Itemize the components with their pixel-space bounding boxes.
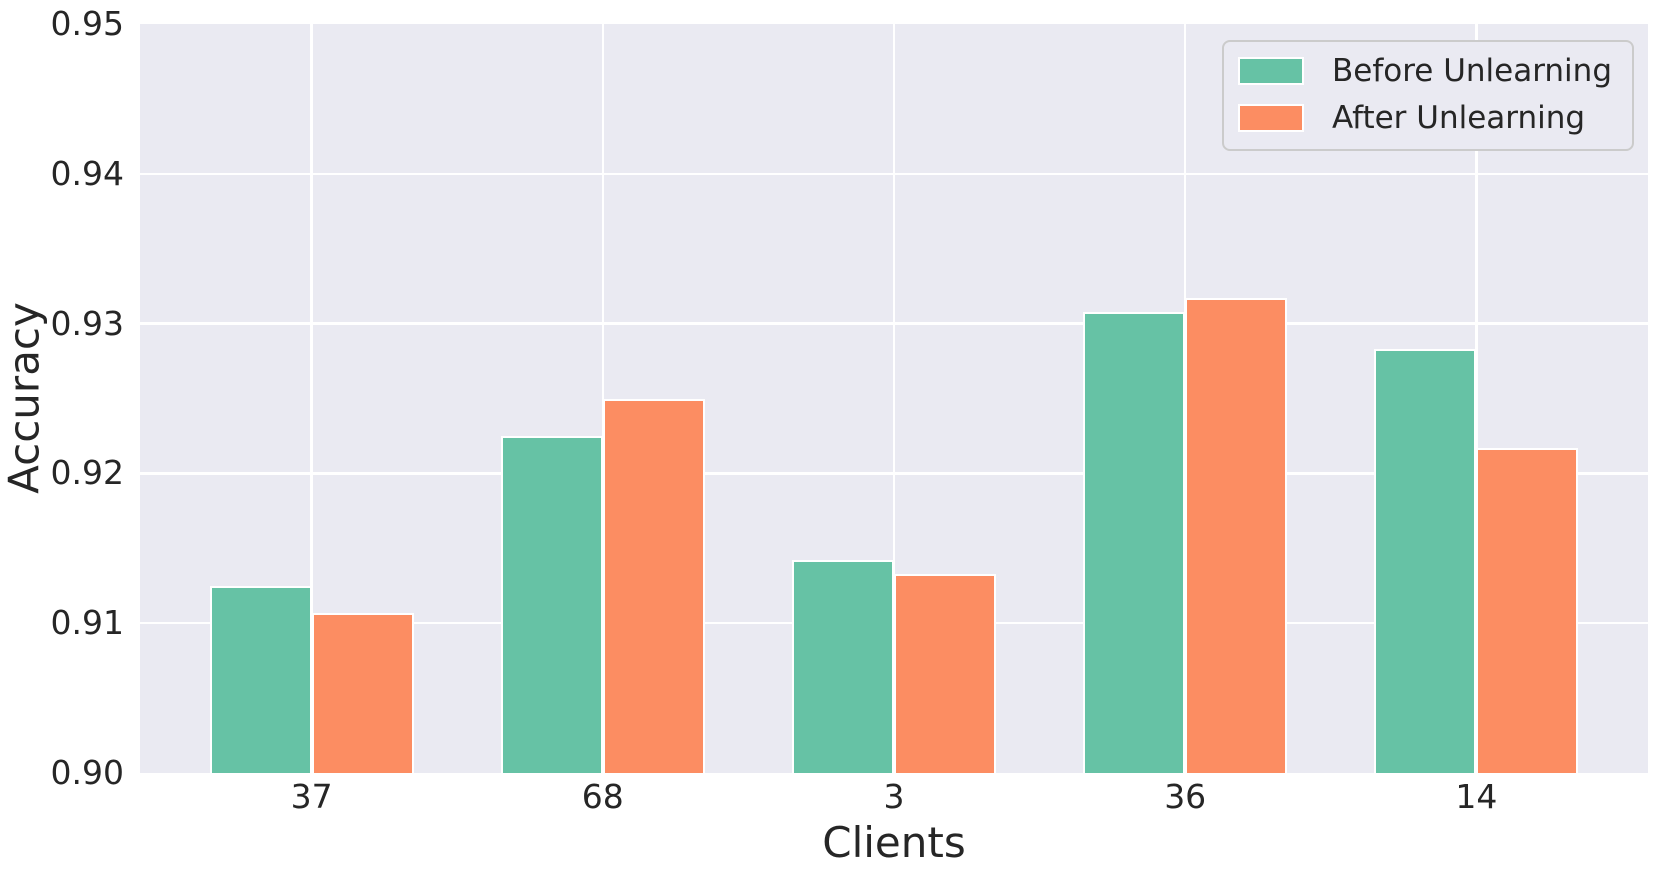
bar-37-after-unlearning (311, 612, 414, 773)
x-axis-label: Clients (822, 818, 966, 867)
y-tick-0.90: 0.90 (50, 753, 124, 792)
bar-68-after-unlearning (602, 398, 705, 773)
legend-label-before-unlearning: Before Unlearning (1331, 53, 1612, 89)
y-tick-0.94: 0.94 (50, 153, 124, 193)
x-tick-68: 68 (581, 777, 624, 816)
bar-36-after-unlearning (1185, 298, 1288, 773)
x-axis-ticks: 37 68 3 36 14 (140, 779, 1648, 821)
legend-item-after-unlearning: After Unlearning (1237, 100, 1612, 136)
y-tick-0.95: 0.95 (50, 4, 124, 43)
x-tick-36: 36 (1164, 777, 1207, 816)
y-tick-0.93: 0.93 (50, 303, 124, 343)
legend-swatch-before-unlearning (1237, 57, 1304, 85)
legend-label-after-unlearning: After Unlearning (1331, 100, 1586, 136)
legend-swatch-after-unlearning (1237, 104, 1304, 132)
legend: Before Unlearning After Unlearning (1221, 40, 1634, 151)
legend-item-before-unlearning: Before Unlearning (1237, 53, 1612, 89)
bar-14-before-unlearning (1374, 349, 1477, 773)
bar-37-before-unlearning (209, 585, 312, 773)
y-axis-ticks: 0.90 0.91 0.92 0.93 0.94 0.95 (0, 7, 124, 790)
bar-3-after-unlearning (894, 573, 996, 773)
y-tick-0.92: 0.92 (50, 453, 124, 493)
bar-36-before-unlearning (1083, 311, 1186, 773)
x-tick-3: 3 (883, 777, 905, 816)
plot-area: Before Unlearning After Unlearning (140, 24, 1648, 773)
gridline-x-14 (1475, 24, 1478, 773)
y-tick-0.91: 0.91 (50, 603, 124, 643)
bar-68-before-unlearning (500, 435, 603, 773)
x-tick-37: 37 (290, 777, 333, 816)
bar-14-after-unlearning (1476, 447, 1579, 773)
gridline-x-37 (310, 24, 313, 773)
x-tick-14: 14 (1455, 777, 1498, 816)
bar-3-before-unlearning (792, 560, 894, 773)
gridline-x-3 (892, 24, 896, 773)
